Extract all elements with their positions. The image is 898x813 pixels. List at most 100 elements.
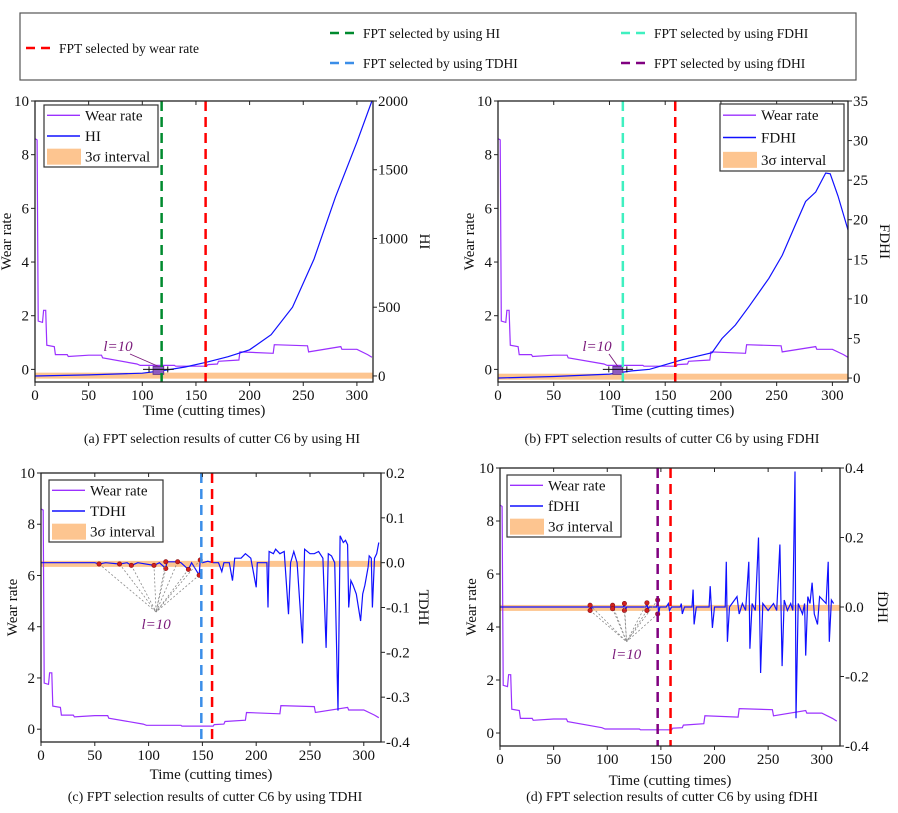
data-point-marker bbox=[151, 562, 157, 568]
y-tick-label-right: 5 bbox=[853, 331, 861, 347]
window-length-annotation: l=10 bbox=[141, 617, 171, 633]
plot-frame bbox=[34, 100, 374, 383]
data-point-marker bbox=[175, 559, 181, 565]
chart-panel: l=100 50 100 150 200 250 300024681005001000150… bbox=[0, 94, 432, 447]
legend-label: Wear rate bbox=[90, 483, 148, 499]
chart-panel: l=10 0 50 100 150 200 250 300 0 2 4 6 8 10 -0.4 -0.3 -0.… bbox=[5, 466, 431, 805]
y-tick-label-right: 15 bbox=[853, 252, 868, 268]
y-tick-label-right: 10 bbox=[853, 292, 868, 308]
y-axis-label-left: Wear rate bbox=[5, 578, 21, 636]
y-tick-label-left: 10 bbox=[20, 466, 35, 482]
series-line-wear-rate bbox=[35, 138, 373, 367]
plot-area bbox=[500, 471, 840, 731]
panel-caption: (d) FPT selection results of cutter C6 b… bbox=[526, 790, 818, 805]
y-tick-label-right: 30 bbox=[853, 134, 868, 150]
data-point-marker bbox=[621, 601, 627, 607]
x-tick-label: 200 bbox=[703, 752, 726, 768]
y-tick-label-left: 2 bbox=[485, 309, 493, 325]
y-tick-label-left: 0 bbox=[487, 726, 495, 742]
plot-area bbox=[498, 138, 848, 380]
y-axis-label-right: HI bbox=[416, 234, 432, 250]
legend-swatch-band-icon bbox=[47, 148, 81, 165]
legend-label: fDHI bbox=[548, 499, 580, 515]
charts: l=100 50 100 150 200 250 300024681005001000150… bbox=[0, 94, 892, 805]
panel-caption: (c) FPT selection results of cutter C6 b… bbox=[68, 790, 363, 805]
x-tick-label: 0 bbox=[494, 388, 502, 404]
data-point-marker bbox=[96, 561, 102, 567]
three-sigma-band bbox=[498, 373, 848, 380]
y-tick-label-left: 10 bbox=[479, 461, 494, 477]
legend-swatch-band-icon bbox=[723, 151, 757, 168]
y-tick-label-right: 0.0 bbox=[845, 600, 864, 616]
window-length-annotation: l=10 bbox=[103, 339, 133, 355]
y-tick-label-left: 8 bbox=[487, 514, 495, 530]
y-tick-label-right: 1000 bbox=[378, 231, 408, 247]
leader-line bbox=[155, 561, 179, 613]
y-tick-label-left: 10 bbox=[14, 94, 29, 110]
top-legend-label: FPT selected by using FDHI bbox=[654, 26, 809, 41]
x-tick-label: 100 bbox=[131, 388, 154, 404]
data-point-marker bbox=[644, 600, 650, 606]
y-tick-label-left: 6 bbox=[22, 201, 30, 217]
y-tick-label-right: -0.2 bbox=[386, 645, 410, 661]
leader-line bbox=[155, 559, 201, 613]
y-tick-label-right: 0 bbox=[853, 371, 861, 387]
x-tick-label: 250 bbox=[765, 388, 788, 404]
x-tick-label: 300 bbox=[346, 388, 369, 404]
legend-label: Wear rate bbox=[548, 478, 606, 494]
leader-line bbox=[626, 599, 658, 642]
y-tick-label-left: 8 bbox=[28, 517, 36, 533]
top-legend-item: FPT selected by using HI bbox=[330, 26, 500, 41]
data-point-marker bbox=[117, 561, 123, 567]
top-legend: FPT selected by wear rate FPT selected by… bbox=[19, 12, 857, 81]
legend-label: Wear rate bbox=[85, 108, 143, 124]
window-box bbox=[152, 365, 165, 375]
y-tick-label-right: 20 bbox=[853, 213, 868, 229]
y-tick-label-left: 8 bbox=[485, 148, 493, 164]
series-line-wear-rate bbox=[41, 508, 380, 727]
top-legend-item: FPT selected by using TDHI bbox=[330, 56, 518, 71]
y-tick-label-left: 4 bbox=[487, 620, 495, 636]
leader-line bbox=[612, 608, 627, 642]
x-tick-label: 100 bbox=[596, 752, 619, 768]
top-legend-item: FPT selected by using FDHI bbox=[621, 26, 809, 41]
series-line-fdhi bbox=[498, 172, 848, 379]
y-axis-label-left: Wear rate bbox=[462, 212, 478, 270]
y-tick-label-left: 8 bbox=[22, 148, 30, 164]
top-legend-label: FPT selected by using TDHI bbox=[363, 56, 518, 71]
legend-label: HI bbox=[85, 129, 101, 145]
y-tick-label-right: 0.2 bbox=[386, 466, 405, 482]
legend-label: 3σ interval bbox=[85, 150, 150, 166]
x-tick-label: 150 bbox=[191, 748, 214, 764]
series-line-wear-rate bbox=[500, 504, 838, 731]
top-legend-label: FPT selected by using fDHI bbox=[654, 56, 806, 71]
x-tick-label: 50 bbox=[81, 388, 96, 404]
x-tick-label: 50 bbox=[546, 752, 561, 768]
y-tick-label-right: -0.4 bbox=[845, 739, 869, 755]
y-tick-label-right: 0.2 bbox=[845, 531, 864, 547]
x-tick-label: 0 bbox=[496, 752, 504, 768]
x-axis-label: Time (cutting times) bbox=[143, 403, 266, 419]
x-axis-label: Time (cutting times) bbox=[150, 767, 273, 783]
x-tick-label: 150 bbox=[650, 752, 673, 768]
y-tick-label-right: 2000 bbox=[378, 94, 408, 110]
x-tick-label: 100 bbox=[598, 388, 621, 404]
y-tick-label-left: 6 bbox=[28, 568, 36, 584]
y-tick-label-left: 2 bbox=[487, 673, 495, 689]
x-tick-label: 150 bbox=[185, 388, 208, 404]
y-axis-label-right: fDHI bbox=[874, 591, 890, 623]
y-tick-label-left: 4 bbox=[28, 620, 36, 636]
y-tick-label-right: -0.3 bbox=[386, 690, 410, 706]
series-line-fdhi bbox=[500, 471, 835, 719]
plot-frame bbox=[497, 100, 849, 383]
series-line-hi bbox=[35, 101, 373, 377]
x-tick-label: 150 bbox=[654, 388, 677, 404]
y-tick-label-left: 2 bbox=[22, 309, 30, 325]
y-tick-label-right: 0 bbox=[378, 369, 386, 385]
annotation-pointer bbox=[129, 353, 159, 367]
y-tick-label-right: 0.0 bbox=[386, 556, 405, 572]
y-tick-label-right: 500 bbox=[378, 300, 401, 316]
x-tick-label: 50 bbox=[87, 748, 102, 764]
data-point-marker bbox=[185, 566, 191, 572]
